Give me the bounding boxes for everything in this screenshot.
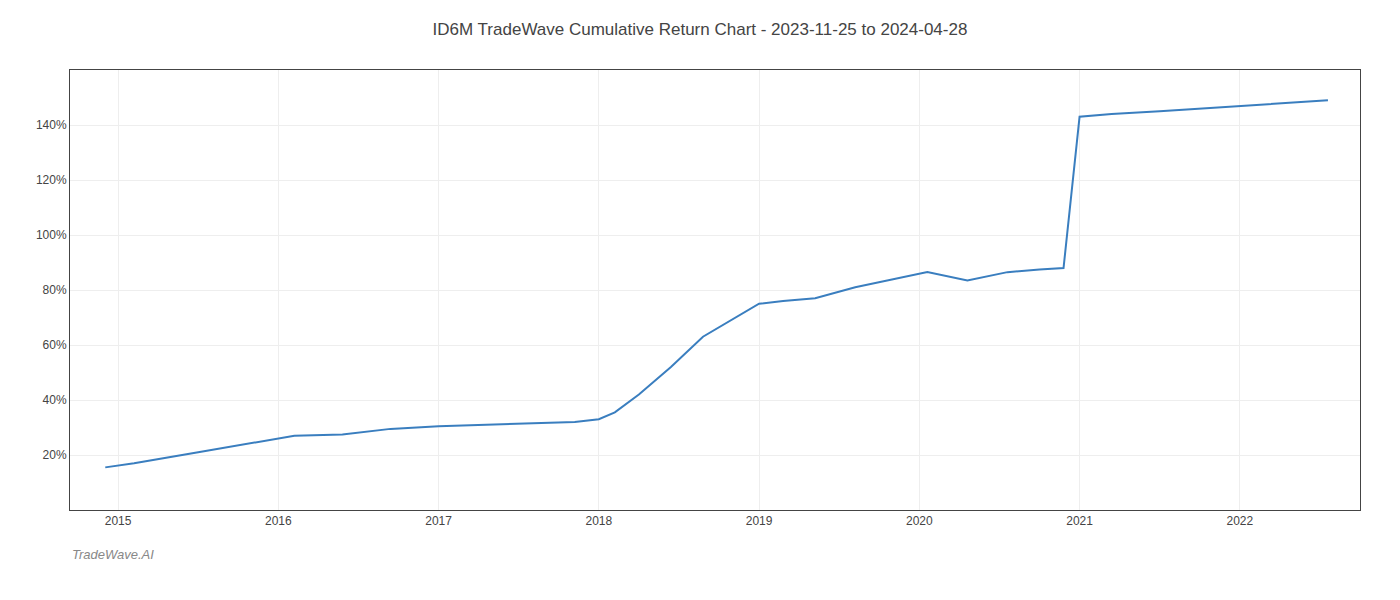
svg-text:100%: 100%	[36, 228, 67, 242]
svg-text:ID6M TradeWave Cumulative Retu: ID6M TradeWave Cumulative Return Chart -…	[433, 20, 968, 39]
svg-text:120%: 120%	[36, 173, 67, 187]
svg-text:2020: 2020	[906, 514, 933, 528]
svg-text:2016: 2016	[265, 514, 292, 528]
svg-text:140%: 140%	[36, 118, 67, 132]
svg-text:40%: 40%	[43, 393, 67, 407]
svg-text:80%: 80%	[43, 283, 67, 297]
svg-text:2015: 2015	[105, 514, 132, 528]
svg-text:2021: 2021	[1066, 514, 1093, 528]
svg-text:2018: 2018	[585, 514, 612, 528]
svg-text:2019: 2019	[746, 514, 773, 528]
svg-text:20%: 20%	[43, 448, 67, 462]
svg-text:TradeWave.AI: TradeWave.AI	[72, 547, 154, 562]
svg-text:60%: 60%	[43, 338, 67, 352]
svg-text:2017: 2017	[425, 514, 452, 528]
svg-text:2022: 2022	[1226, 514, 1253, 528]
